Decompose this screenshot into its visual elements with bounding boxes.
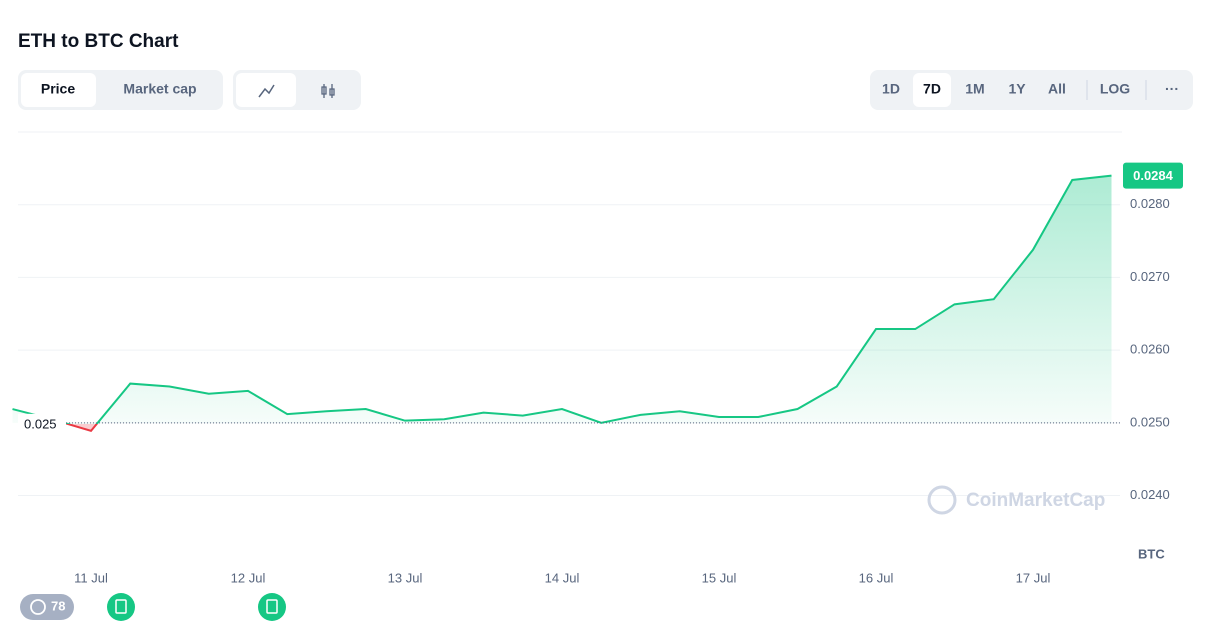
line-positive [12, 174, 1112, 424]
watermark: CoinMarketCap [966, 490, 1105, 511]
x-tick-label: 13 Jul [388, 570, 423, 585]
y-tick-label: 0.0270 [1130, 269, 1170, 284]
baseline-label-bg [18, 413, 66, 432]
x-tick-label: 12 Jul [231, 570, 266, 585]
more-button[interactable]: ··· [1165, 81, 1179, 97]
y-unit: BTC [1138, 546, 1165, 561]
area-positive [12, 175, 1112, 424]
range-button[interactable]: All [1048, 81, 1066, 97]
chart-title: ETH to BTC Chart [18, 31, 179, 52]
x-tick-label: 11 Jul [74, 570, 108, 585]
current-price: 0.0284 [1133, 168, 1174, 183]
current-price-bg [1123, 162, 1183, 189]
x-tick-label: 14 Jul [545, 570, 580, 585]
log-button[interactable]: LOG [1100, 81, 1130, 97]
line-icon [258, 84, 275, 98]
news-icon [266, 599, 278, 614]
badge-count: 78 [51, 598, 65, 613]
tab[interactable]: Price [41, 81, 75, 97]
range-active [913, 73, 951, 107]
x-tick-label: 16 Jul [859, 570, 894, 585]
news-marker[interactable] [258, 593, 286, 621]
y-tick-label: 0.0240 [1130, 487, 1170, 502]
x-tick-label: 17 Jul [1016, 570, 1051, 585]
range-button[interactable]: 1D [882, 81, 900, 97]
baseline-label: 0.025 [24, 416, 57, 431]
tab[interactable]: Market cap [123, 81, 196, 97]
y-tick-label: 0.0280 [1130, 196, 1170, 211]
tab-active [21, 73, 96, 107]
history-badge[interactable] [20, 594, 74, 620]
range-button[interactable]: 1M [965, 81, 984, 97]
x-tick-label: 15 Jul [702, 570, 737, 585]
history-icon [30, 599, 46, 615]
range-button[interactable]: 7D [923, 81, 941, 97]
watermark-logo [927, 485, 957, 515]
y-tick-label: 0.0250 [1130, 414, 1170, 429]
y-tick-label: 0.0260 [1130, 342, 1170, 357]
range-button[interactable]: 1Y [1008, 81, 1026, 97]
news-marker[interactable] [107, 593, 135, 621]
news-icon [115, 599, 127, 614]
candle-icon[interactable] [321, 84, 335, 98]
